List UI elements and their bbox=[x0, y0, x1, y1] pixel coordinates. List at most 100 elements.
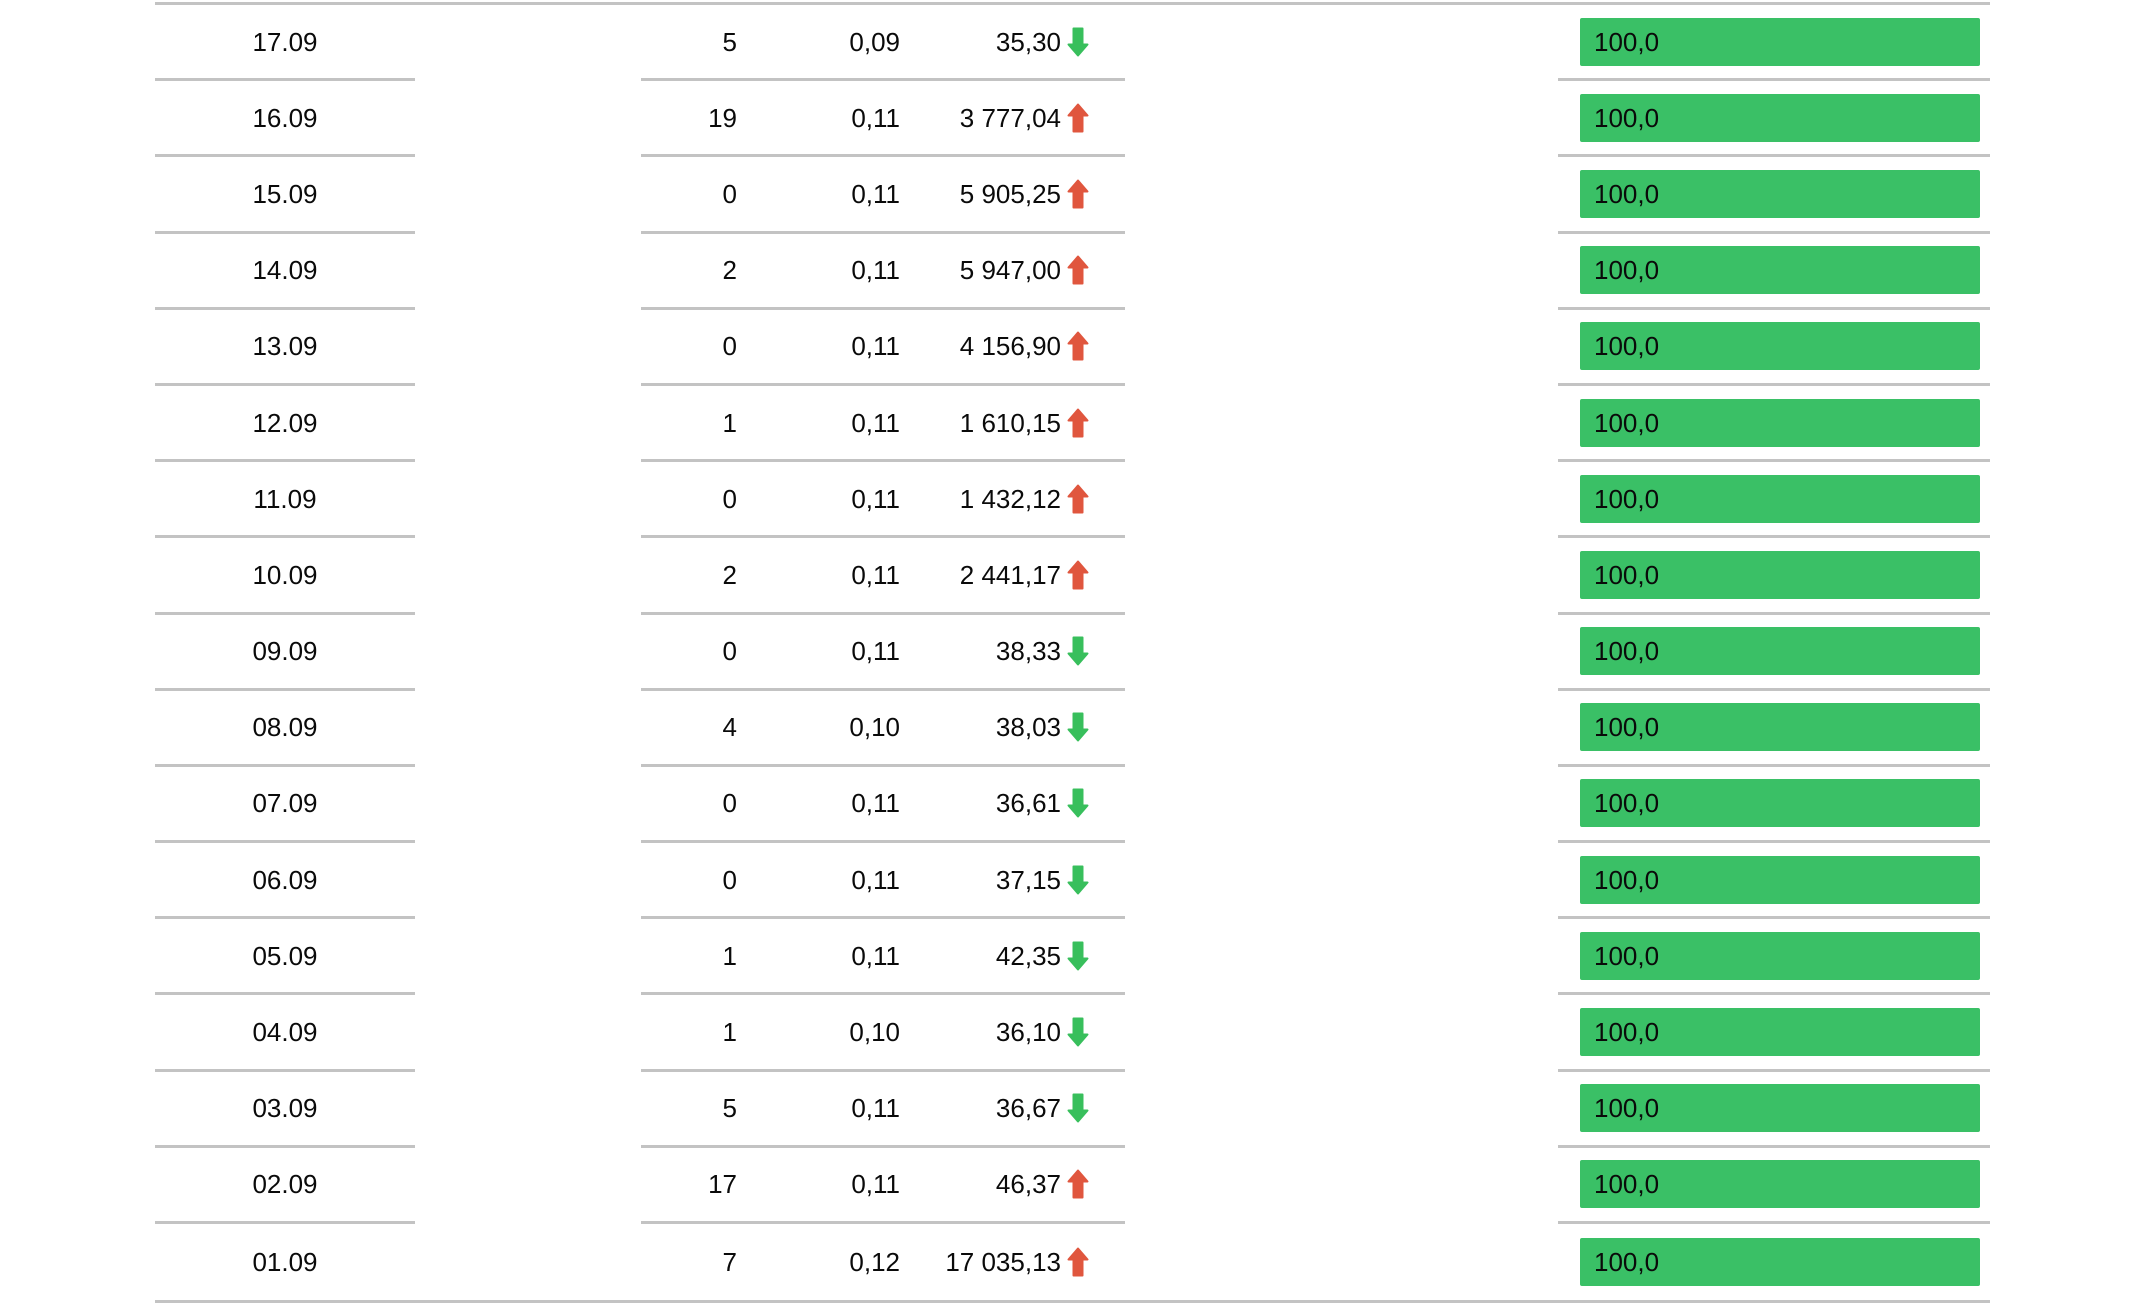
table-row: 10.09 2 0,11 2 441,17 100,0 bbox=[155, 538, 1990, 615]
trend-up-icon bbox=[1067, 1247, 1089, 1277]
date-cell: 14.09 bbox=[155, 234, 415, 310]
metrics-cell: 17 0,11 46,37 bbox=[641, 1148, 1125, 1224]
trend-up-icon bbox=[1067, 255, 1089, 285]
bar-cell: 100,0 bbox=[1558, 234, 1990, 310]
bar-cell: 100,0 bbox=[1558, 1224, 1990, 1300]
amount-wrap: 17 035,13 bbox=[900, 1247, 1125, 1277]
column-gap bbox=[1125, 234, 1558, 310]
column-gap bbox=[415, 1072, 641, 1148]
date-cell: 09.09 bbox=[155, 615, 415, 691]
metrics-cell: 0 0,11 5 905,25 bbox=[641, 157, 1125, 234]
date-label: 13.09 bbox=[252, 331, 318, 362]
bar-label: 100,0 bbox=[1594, 483, 1660, 514]
amount-value: 36,10 bbox=[995, 1017, 1061, 1048]
column-gap bbox=[1125, 157, 1558, 233]
progress-bar: 100,0 bbox=[1580, 627, 1980, 676]
bar-label: 100,0 bbox=[1594, 407, 1660, 438]
date-cell: 06.09 bbox=[155, 843, 415, 920]
progress-bar: 100,0 bbox=[1580, 322, 1980, 371]
trend-up-icon bbox=[1067, 408, 1089, 438]
amount-value: 37,15 bbox=[995, 864, 1061, 895]
column-gap bbox=[1125, 5, 1558, 81]
column-gap bbox=[415, 843, 641, 919]
rate-value: 0,11 bbox=[851, 636, 900, 667]
progress-bar: 100,0 bbox=[1580, 703, 1980, 752]
rate-value: 0,10 bbox=[849, 1017, 900, 1048]
date-label: 09.09 bbox=[252, 636, 318, 667]
column-gap bbox=[415, 1224, 641, 1300]
rate-value: 0,11 bbox=[851, 788, 900, 819]
bar-label: 100,0 bbox=[1594, 1017, 1660, 1048]
count-value: 17 bbox=[708, 1169, 737, 1200]
count-value: 2 bbox=[722, 255, 737, 286]
date-label: 15.09 bbox=[252, 178, 318, 209]
count-value: 0 bbox=[722, 178, 737, 209]
table-row: 04.09 1 0,10 36,10 100,0 bbox=[155, 995, 1990, 1072]
table-row: 12.09 1 0,11 1 610,15 100,0 bbox=[155, 386, 1990, 463]
amount-wrap: 5 905,25 bbox=[900, 179, 1125, 209]
column-gap bbox=[415, 1148, 641, 1224]
date-label: 04.09 bbox=[252, 1017, 318, 1048]
bar-label: 100,0 bbox=[1594, 1093, 1660, 1124]
date-cell: 08.09 bbox=[155, 691, 415, 767]
bar-cell: 100,0 bbox=[1558, 386, 1990, 463]
table-row: 13.09 0 0,11 4 156,90 100,0 bbox=[155, 310, 1990, 386]
bar-label: 100,0 bbox=[1594, 940, 1660, 971]
metrics-cell: 7 0,12 17 035,13 bbox=[641, 1224, 1125, 1300]
rate-value: 0,11 bbox=[851, 940, 900, 971]
column-gap bbox=[415, 995, 641, 1071]
count-value: 1 bbox=[722, 940, 737, 971]
metrics-cell: 4 0,10 38,03 bbox=[641, 691, 1125, 767]
bar-label: 100,0 bbox=[1594, 26, 1660, 57]
count-value: 0 bbox=[722, 636, 737, 667]
bar-cell: 100,0 bbox=[1558, 1148, 1990, 1224]
column-gap bbox=[415, 538, 641, 614]
date-cell: 13.09 bbox=[155, 310, 415, 386]
bar-label: 100,0 bbox=[1594, 1169, 1660, 1200]
amount-wrap: 46,37 bbox=[900, 1169, 1125, 1199]
trend-down-icon bbox=[1067, 1017, 1089, 1047]
metrics-cell: 19 0,11 3 777,04 bbox=[641, 81, 1125, 158]
amount-value: 46,37 bbox=[995, 1169, 1061, 1200]
table-bottom-divider bbox=[155, 1300, 1990, 1303]
date-label: 12.09 bbox=[252, 407, 318, 438]
trend-down-icon bbox=[1067, 865, 1089, 895]
date-cell: 01.09 bbox=[155, 1224, 415, 1300]
amount-value: 5 905,25 bbox=[959, 178, 1061, 209]
amount-wrap: 5 947,00 bbox=[900, 255, 1125, 285]
metrics-cell: 5 0,11 36,67 bbox=[641, 1072, 1125, 1148]
amount-value: 36,61 bbox=[995, 788, 1061, 819]
rate-value: 0,12 bbox=[849, 1247, 900, 1278]
rate-value: 0,11 bbox=[851, 331, 900, 362]
column-gap bbox=[415, 157, 641, 233]
progress-bar: 100,0 bbox=[1580, 169, 1980, 218]
table-row: 06.09 0 0,11 37,15 100,0 bbox=[155, 843, 1990, 920]
amount-value: 2 441,17 bbox=[959, 559, 1061, 590]
metrics-cell: 0 0,11 1 432,12 bbox=[641, 462, 1125, 539]
trend-down-icon bbox=[1067, 788, 1089, 818]
count-value: 5 bbox=[722, 1093, 737, 1124]
column-gap bbox=[415, 615, 641, 691]
rate-value: 0,10 bbox=[849, 712, 900, 743]
date-label: 02.09 bbox=[252, 1169, 318, 1200]
date-cell: 15.09 bbox=[155, 157, 415, 234]
rate-value: 0,11 bbox=[851, 864, 900, 895]
amount-wrap: 37,15 bbox=[900, 865, 1125, 895]
rate-value: 0,11 bbox=[851, 255, 900, 286]
count-value: 0 bbox=[722, 483, 737, 514]
column-gap bbox=[1125, 691, 1558, 767]
metrics-cell: 1 0,11 1 610,15 bbox=[641, 386, 1125, 463]
column-gap bbox=[1125, 919, 1558, 995]
progress-bar: 100,0 bbox=[1580, 1084, 1980, 1133]
metrics-cell: 0 0,11 38,33 bbox=[641, 615, 1125, 691]
trend-up-icon bbox=[1067, 560, 1089, 590]
rate-value: 0,11 bbox=[851, 1093, 900, 1124]
date-label: 17.09 bbox=[252, 26, 318, 57]
column-gap bbox=[415, 462, 641, 538]
progress-bar: 100,0 bbox=[1580, 1008, 1980, 1057]
amount-wrap: 36,10 bbox=[900, 1017, 1125, 1047]
bar-cell: 100,0 bbox=[1558, 919, 1990, 996]
column-gap bbox=[415, 81, 641, 157]
table-row: 14.09 2 0,11 5 947,00 100,0 bbox=[155, 234, 1990, 310]
